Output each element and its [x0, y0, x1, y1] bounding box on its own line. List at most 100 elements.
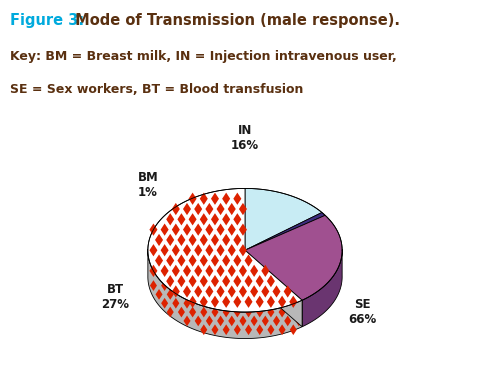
Polygon shape: [239, 223, 247, 236]
Polygon shape: [155, 254, 163, 267]
Polygon shape: [222, 254, 230, 267]
Polygon shape: [200, 213, 208, 226]
Polygon shape: [211, 275, 219, 287]
Polygon shape: [161, 244, 169, 256]
Polygon shape: [189, 307, 196, 318]
Polygon shape: [234, 324, 241, 335]
Polygon shape: [245, 215, 342, 300]
Text: Mode of Transmission (male response).: Mode of Transmission (male response).: [71, 13, 400, 28]
Polygon shape: [233, 192, 242, 205]
Polygon shape: [148, 188, 302, 312]
Polygon shape: [183, 223, 191, 236]
Polygon shape: [161, 298, 168, 309]
Polygon shape: [222, 307, 230, 318]
Polygon shape: [166, 234, 174, 246]
Polygon shape: [295, 298, 302, 309]
Polygon shape: [172, 265, 180, 277]
Polygon shape: [228, 285, 236, 298]
Polygon shape: [278, 296, 286, 308]
Polygon shape: [273, 315, 280, 326]
Polygon shape: [200, 234, 208, 246]
Polygon shape: [183, 244, 191, 256]
Polygon shape: [211, 213, 219, 226]
Polygon shape: [194, 265, 202, 277]
Polygon shape: [295, 315, 302, 326]
Polygon shape: [289, 296, 297, 308]
Polygon shape: [222, 324, 230, 335]
Text: IN
16%: IN 16%: [231, 124, 259, 152]
Polygon shape: [245, 250, 302, 327]
Polygon shape: [217, 223, 224, 236]
Polygon shape: [205, 265, 213, 277]
Polygon shape: [200, 192, 208, 205]
Polygon shape: [250, 265, 258, 277]
Polygon shape: [212, 324, 219, 335]
Text: SE = Sex workers, BT = Blood transfusion: SE = Sex workers, BT = Blood transfusion: [10, 83, 303, 96]
Polygon shape: [262, 315, 269, 326]
Polygon shape: [268, 307, 274, 318]
Polygon shape: [183, 203, 191, 215]
Polygon shape: [217, 265, 224, 277]
Polygon shape: [200, 296, 208, 308]
Polygon shape: [239, 244, 247, 256]
Polygon shape: [233, 296, 242, 308]
Polygon shape: [222, 192, 230, 205]
Polygon shape: [149, 244, 157, 256]
Polygon shape: [189, 192, 196, 205]
Polygon shape: [267, 275, 275, 287]
Polygon shape: [205, 223, 213, 236]
Polygon shape: [211, 296, 219, 308]
Polygon shape: [256, 296, 264, 308]
Polygon shape: [178, 307, 185, 318]
Polygon shape: [161, 265, 169, 277]
Polygon shape: [245, 296, 252, 308]
Polygon shape: [233, 254, 242, 267]
Polygon shape: [155, 289, 163, 300]
Polygon shape: [239, 285, 247, 298]
Polygon shape: [172, 244, 180, 256]
Polygon shape: [268, 324, 274, 335]
Polygon shape: [256, 307, 263, 318]
Polygon shape: [290, 324, 297, 335]
Polygon shape: [184, 315, 191, 326]
Polygon shape: [184, 298, 191, 309]
Polygon shape: [149, 265, 157, 277]
Polygon shape: [228, 223, 236, 236]
Polygon shape: [172, 203, 180, 215]
Polygon shape: [302, 249, 342, 327]
Polygon shape: [279, 307, 286, 318]
Polygon shape: [228, 265, 236, 277]
Polygon shape: [284, 315, 291, 326]
Polygon shape: [189, 296, 196, 308]
Polygon shape: [245, 188, 322, 250]
Polygon shape: [228, 203, 236, 215]
Polygon shape: [205, 244, 213, 256]
Polygon shape: [222, 275, 230, 287]
Polygon shape: [148, 249, 302, 339]
Polygon shape: [189, 254, 196, 267]
Polygon shape: [261, 285, 270, 298]
Polygon shape: [240, 315, 246, 326]
Polygon shape: [250, 285, 258, 298]
Polygon shape: [211, 254, 219, 267]
Polygon shape: [205, 203, 213, 215]
Polygon shape: [267, 296, 275, 308]
Polygon shape: [167, 289, 174, 300]
Text: BT
27%: BT 27%: [101, 283, 129, 311]
Polygon shape: [217, 244, 224, 256]
Polygon shape: [284, 285, 292, 298]
Polygon shape: [172, 223, 180, 236]
Polygon shape: [155, 234, 163, 246]
Text: SE
66%: SE 66%: [349, 298, 377, 326]
Polygon shape: [228, 244, 236, 256]
Polygon shape: [149, 223, 157, 236]
Polygon shape: [212, 307, 219, 318]
Polygon shape: [189, 275, 196, 287]
Polygon shape: [200, 275, 208, 287]
Text: BM
1%: BM 1%: [138, 171, 158, 199]
Polygon shape: [245, 250, 302, 327]
Polygon shape: [161, 280, 168, 291]
Polygon shape: [161, 223, 169, 236]
Polygon shape: [217, 285, 224, 298]
Polygon shape: [189, 234, 196, 246]
